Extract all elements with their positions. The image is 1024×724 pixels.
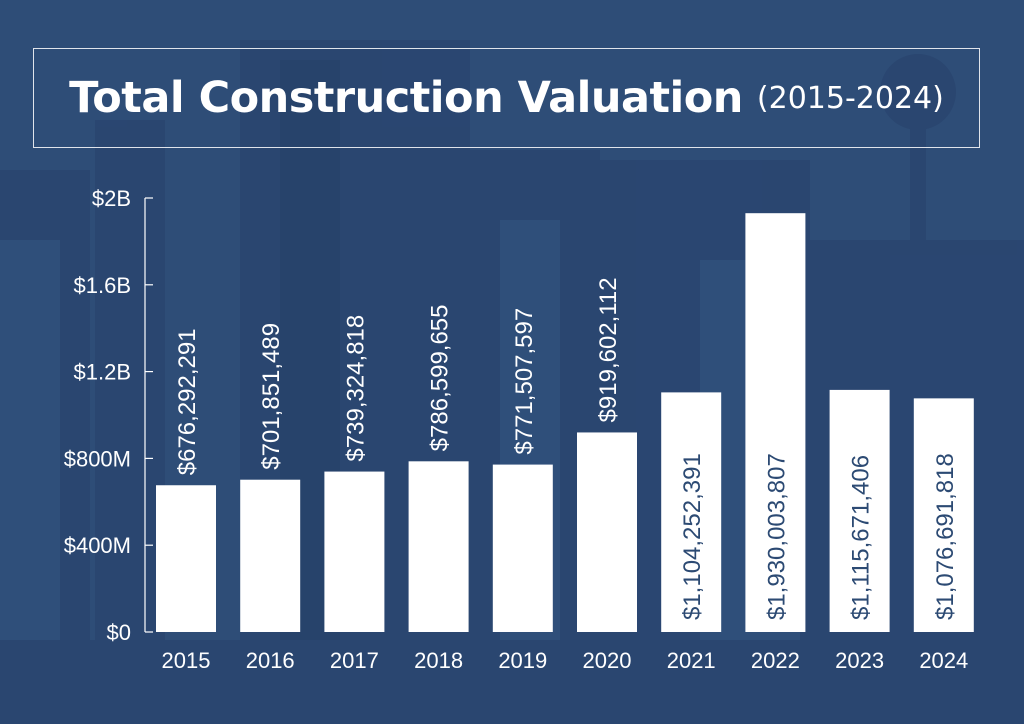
- data-label-2019: $771,507,597: [511, 308, 538, 455]
- x-tick-label-2017: 2017: [330, 648, 379, 673]
- data-label-2021: $1,104,252,391: [679, 453, 706, 620]
- y-tick-label: $0: [107, 620, 131, 645]
- bar-2015: [156, 485, 216, 632]
- x-tick-label-2022: 2022: [751, 648, 800, 673]
- bar-2021: [661, 392, 722, 632]
- bar-2019: [492, 464, 553, 632]
- x-tick-label-2018: 2018: [414, 648, 463, 673]
- bar-2016: [240, 479, 301, 632]
- x-tick-label-2021: 2021: [667, 648, 716, 673]
- y-tick-label: $1.2B: [74, 360, 132, 385]
- data-label-2022: $1,930,003,807: [763, 453, 790, 620]
- data-label-2015: $676,292,291: [174, 328, 201, 475]
- x-tick-label-2019: 2019: [498, 648, 547, 673]
- bar-2018: [408, 461, 469, 632]
- title-box: Total Construction Valuation (2015-2024): [33, 48, 980, 148]
- bar-2020: [577, 432, 637, 632]
- data-label-2020: $919,602,112: [595, 277, 622, 422]
- y-tick-label: $800M: [64, 446, 131, 471]
- data-label-2023: $1,115,671,406: [848, 455, 875, 620]
- data-label-2018: $786,599,655: [427, 304, 454, 451]
- x-tick-label-2016: 2016: [246, 648, 295, 673]
- data-label-2024: $1,076,691,818: [932, 453, 959, 620]
- x-tick-label-2020: 2020: [583, 648, 632, 673]
- bar-2024: [913, 398, 974, 632]
- x-tick-label-2023: 2023: [835, 648, 884, 673]
- data-label-2017: $739,324,818: [342, 315, 369, 462]
- bars: $676,292,291 $701,851,489 $739,324,818 $786…: [156, 213, 974, 632]
- y-tick-label: $2B: [92, 186, 131, 211]
- y-tick-label: $1.6B: [74, 273, 132, 298]
- chart-subtitle: (2015-2024): [756, 80, 944, 116]
- bar-2023: [829, 389, 890, 632]
- y-axis-ticks: $0 $400M $800M $1.2B $1.6B $2B: [64, 186, 153, 645]
- data-label-2016: $701,851,489: [258, 323, 285, 470]
- bar-2022: [745, 213, 806, 632]
- bar-2017: [324, 471, 385, 632]
- x-axis-labels: 2015 2016 2017 2018 2019 2020 2021 2022 2023 2024: [162, 648, 969, 673]
- x-tick-label-2015: 2015: [162, 648, 211, 673]
- x-tick-label-2024: 2024: [919, 648, 968, 673]
- y-tick-label: $400M: [64, 533, 131, 558]
- chart-title: Total Construction Valuation: [69, 73, 743, 123]
